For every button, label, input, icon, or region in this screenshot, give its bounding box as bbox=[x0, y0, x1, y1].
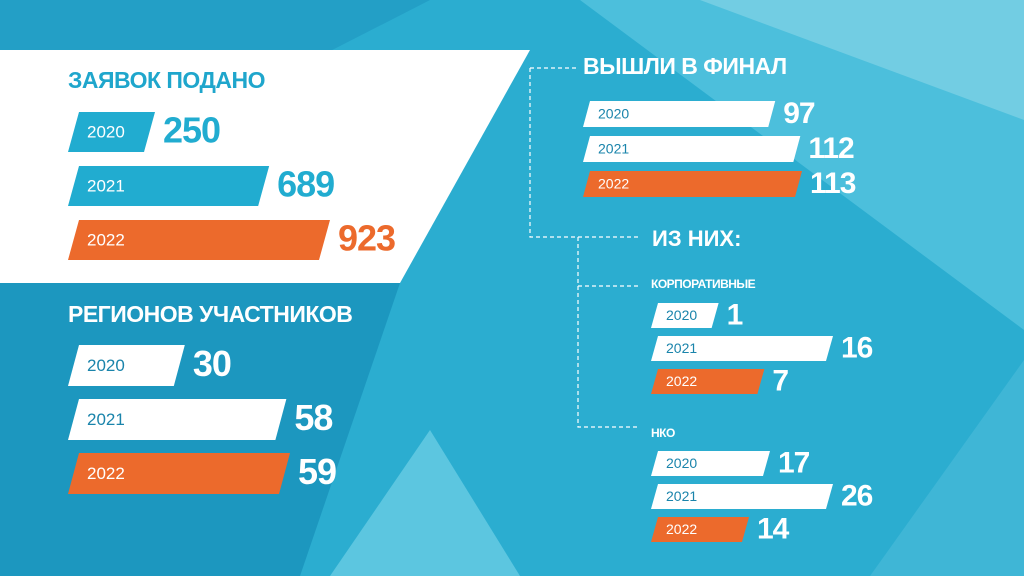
value-label: 7 bbox=[772, 364, 788, 397]
annotation: ИЗ НИХ: bbox=[652, 226, 741, 251]
chart-title: ЗАЯВОК ПОДАНО bbox=[68, 67, 265, 93]
category-label: 2021 bbox=[666, 340, 697, 356]
category-label: 2020 bbox=[598, 106, 629, 122]
bar bbox=[651, 336, 833, 361]
bar bbox=[651, 517, 749, 542]
category-label: 2021 bbox=[87, 410, 125, 429]
bg-shape bbox=[580, 0, 1024, 330]
bar bbox=[68, 166, 270, 206]
chart-title: ВЫШЛИ В ФИНАЛ bbox=[583, 53, 787, 79]
category-label: 2020 bbox=[87, 356, 125, 375]
value-label: 1 bbox=[727, 298, 743, 331]
value-label: 17 bbox=[778, 446, 810, 479]
category-label: 2020 bbox=[87, 122, 125, 141]
value-label: 97 bbox=[783, 97, 815, 130]
value-label: 250 bbox=[163, 110, 220, 151]
chart-title: КОРПОРАТИВНЫЕ bbox=[651, 277, 756, 291]
chart-title: НКО bbox=[651, 426, 675, 440]
value-label: 30 bbox=[193, 343, 231, 384]
category-label: 2021 bbox=[598, 141, 629, 157]
category-label: 2022 bbox=[87, 230, 125, 249]
category-label: 2022 bbox=[87, 464, 125, 483]
value-label: 58 bbox=[294, 397, 332, 438]
bar bbox=[583, 101, 776, 127]
value-label: 923 bbox=[338, 218, 395, 259]
bar bbox=[651, 369, 765, 394]
value-label: 16 bbox=[841, 331, 873, 364]
connector bbox=[529, 67, 640, 428]
bar bbox=[651, 484, 833, 509]
category-label: 2021 bbox=[666, 488, 697, 504]
value-label: 112 bbox=[808, 132, 854, 165]
value-label: 59 bbox=[298, 451, 336, 492]
category-label: 2022 bbox=[666, 373, 697, 389]
bar bbox=[68, 453, 290, 494]
bg-shape bbox=[700, 0, 1024, 120]
category-label: 2022 bbox=[666, 521, 697, 537]
bar bbox=[583, 171, 802, 197]
category-label: 2020 bbox=[666, 455, 697, 471]
category-label: 2022 bbox=[598, 176, 629, 192]
bg-shape bbox=[330, 430, 520, 576]
charts: ЗАЯВОК ПОДАНО 2020 250 2021 689 2022 923 РЕГИОН… bbox=[68, 53, 874, 545]
bar bbox=[651, 303, 719, 328]
bar bbox=[651, 451, 770, 476]
value-label: 14 bbox=[757, 512, 790, 545]
value-label: 113 bbox=[810, 167, 856, 200]
bar bbox=[68, 345, 185, 386]
chart-title: РЕГИОНОВ УЧАСТНИКОВ bbox=[68, 301, 352, 327]
bar bbox=[68, 112, 156, 152]
bar bbox=[68, 399, 287, 440]
value-label: 26 bbox=[841, 479, 873, 512]
value-label: 689 bbox=[277, 164, 334, 205]
bg-shape bbox=[870, 360, 1024, 576]
category-label: 2021 bbox=[87, 176, 125, 195]
bar bbox=[68, 220, 330, 260]
category-label: 2020 bbox=[666, 307, 697, 323]
bar bbox=[583, 136, 801, 162]
